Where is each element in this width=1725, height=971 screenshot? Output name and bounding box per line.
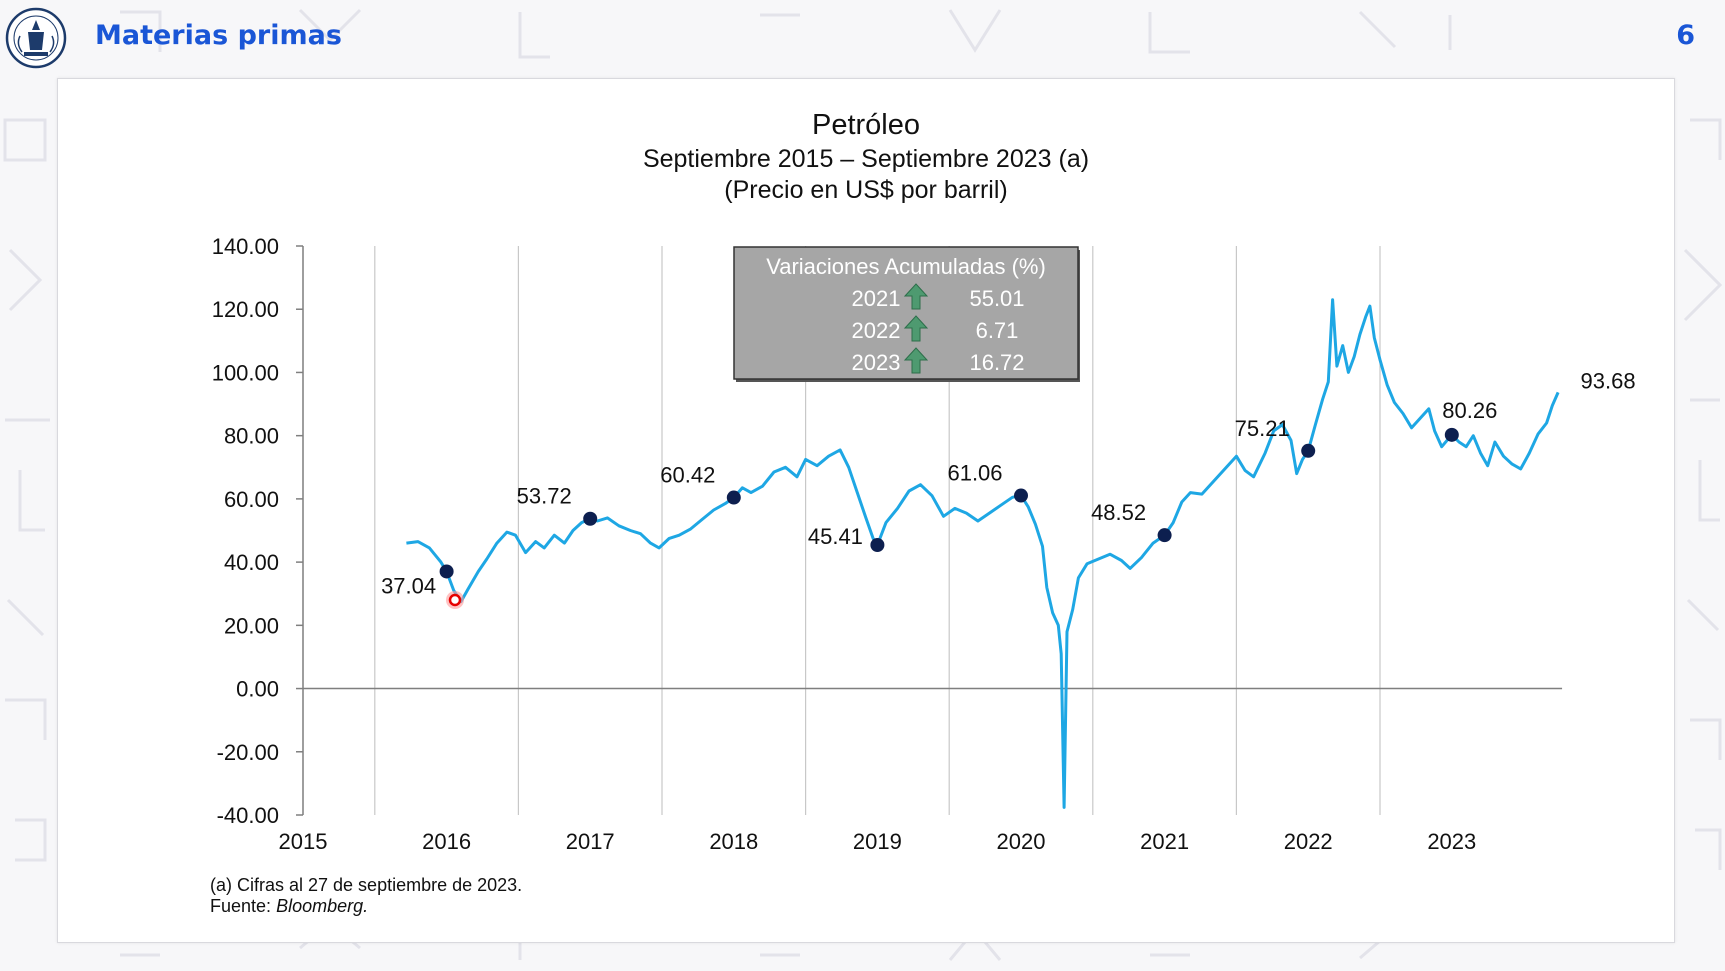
x-tick-label: 2017 xyxy=(566,829,615,854)
table-value: 55.01 xyxy=(969,286,1024,311)
chart-title: Petróleo xyxy=(812,109,920,141)
data-label: 37.04 xyxy=(381,573,436,598)
chart-panel xyxy=(57,78,1675,943)
footnote-note: (a) Cifras al 27 de septiembre de 2023. xyxy=(210,875,523,895)
data-marker xyxy=(1301,443,1316,458)
x-tick-label: 2016 xyxy=(422,829,471,854)
data-marker xyxy=(870,538,885,553)
data-label: 93.68 xyxy=(1581,368,1636,393)
x-tick-label: 2015 xyxy=(279,829,328,854)
data-label: 48.52 xyxy=(1091,500,1146,525)
footnote: (a) Cifras al 27 de septiembre de 2023. … xyxy=(210,875,522,917)
table-value: 16.72 xyxy=(969,350,1024,375)
up-arrow-icon xyxy=(903,315,929,342)
table-year: 2021 xyxy=(852,286,901,311)
footnote-source: Fuente: Bloomberg. xyxy=(210,896,522,917)
y-tick-label: -20.00 xyxy=(217,740,279,765)
data-label: 53.72 xyxy=(517,484,572,509)
data-label: 60.42 xyxy=(660,463,715,488)
x-tick-label: 2018 xyxy=(709,829,758,854)
y-tick-label: 140.00 xyxy=(212,234,279,259)
chart-units: (Precio en US$ por barril) xyxy=(724,176,1007,204)
data-marker xyxy=(1014,488,1028,503)
x-tick-label: 2023 xyxy=(1427,829,1476,854)
data-marker xyxy=(583,511,598,526)
data-marker xyxy=(1157,528,1172,543)
table-year: 2022 xyxy=(852,318,901,343)
chart-subtitle: Septiembre 2015 – Septiembre 2023 (a) xyxy=(643,145,1089,173)
y-tick-label: 0.00 xyxy=(236,677,279,702)
y-tick-label: 40.00 xyxy=(224,550,279,575)
x-tick-label: 2021 xyxy=(1140,829,1189,854)
table-value: 6.71 xyxy=(976,318,1019,343)
variations-table xyxy=(733,246,1079,380)
x-tick-label: 2020 xyxy=(997,829,1046,854)
data-label: 61.06 xyxy=(947,461,1002,486)
data-label: 80.26 xyxy=(1442,398,1497,423)
y-tick-label: 60.00 xyxy=(224,487,279,512)
y-tick-label: 100.00 xyxy=(212,360,279,385)
up-arrow-icon xyxy=(903,347,929,374)
table-year: 2023 xyxy=(852,350,901,375)
y-tick-label: 80.00 xyxy=(224,424,279,449)
table-title: Variaciones Acumuladas (%) xyxy=(766,254,1046,279)
data-marker xyxy=(726,490,741,505)
x-tick-label: 2022 xyxy=(1284,829,1333,854)
up-arrow-icon xyxy=(903,283,929,310)
y-tick-label: -40.00 xyxy=(217,803,279,828)
bank-logo xyxy=(5,7,67,69)
page-title: Materias primas xyxy=(95,20,342,51)
x-tick-label: 2019 xyxy=(853,829,902,854)
data-marker xyxy=(1444,427,1459,442)
data-label: 45.41 xyxy=(808,524,863,549)
source-label: Fuente: xyxy=(210,896,272,916)
y-tick-label: 20.00 xyxy=(224,613,279,638)
source-name: Bloomberg. xyxy=(276,896,369,916)
data-marker xyxy=(439,564,454,579)
series-line-petr-leo xyxy=(406,298,1560,809)
data-label: 75.21 xyxy=(1235,416,1290,441)
y-tick-label: 120.00 xyxy=(212,297,279,322)
cursor-dot xyxy=(448,593,462,607)
page-number: 6 xyxy=(1676,20,1695,51)
